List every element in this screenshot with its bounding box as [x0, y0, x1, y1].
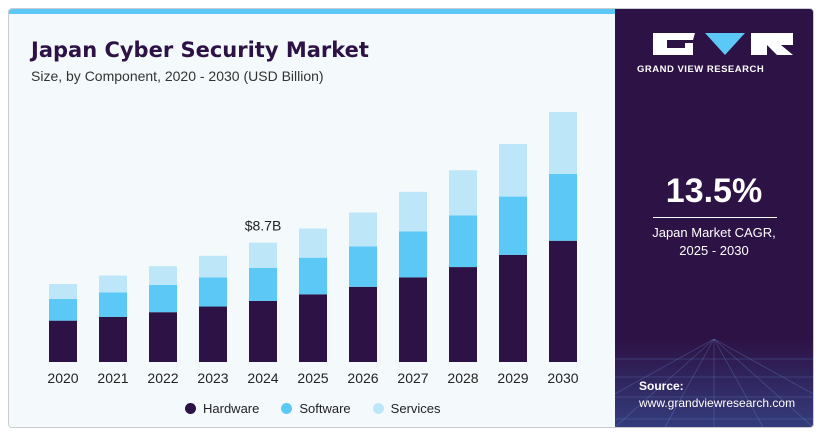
legend-item-services: Services [372, 401, 441, 416]
legend-label-hardware: Hardware [203, 401, 260, 416]
x-tick-label-2023: 2023 [197, 370, 228, 386]
bar-hardware-2024 [249, 300, 277, 362]
bar-hardware-2023 [199, 306, 227, 362]
bar-software-2030 [549, 174, 577, 241]
cagr-panel: GRAND VIEW RESEARCH 13.5% Japan Market C… [615, 9, 813, 427]
source-url[interactable]: www.grandviewresearch.com [639, 396, 796, 410]
bar-hardware-2028 [449, 267, 477, 362]
source-label: Source: [639, 379, 684, 393]
bar-services-2022 [149, 266, 177, 285]
chart-title: Japan Cyber Security Market [31, 38, 369, 62]
chart-subtitle: Size, by Component, 2020 - 2030 (USD Bil… [31, 68, 324, 84]
legend-label-services: Services [390, 401, 441, 416]
grand-view-research-logo-icon [653, 33, 793, 55]
bar-hardware-2021 [99, 316, 127, 362]
brand-name: GRAND VIEW RESEARCH [637, 64, 765, 75]
x-tick-label-2024: 2024 [247, 370, 278, 386]
x-tick-label-2029: 2029 [497, 370, 528, 386]
legend-item-hardware: Hardware [185, 401, 259, 416]
bar-services-2030 [549, 111, 577, 174]
legend-label-software: Software [299, 401, 351, 416]
bar-software-2024 [249, 268, 277, 301]
cagr-divider [653, 217, 777, 218]
accent-bar [9, 9, 615, 14]
bar-software-2028 [449, 215, 477, 268]
bar-software-2027 [399, 231, 427, 278]
x-tick-label-2025: 2025 [297, 370, 328, 386]
stacked-bar-chart: 2020 2021 2022 2023 $8.7B 2024 2025 2026 2027 202… [47, 111, 579, 386]
legend-swatch-software [281, 403, 293, 414]
legend-swatch-hardware [185, 403, 196, 414]
bar-software-2022 [149, 284, 177, 313]
chart-legend: Hardware Software Services [185, 401, 441, 416]
bar-hardware-2030 [549, 240, 577, 362]
bar-software-2021 [99, 292, 127, 317]
cagr-label-line1: Japan Market CAGR, [652, 225, 776, 240]
bar-services-2020 [49, 283, 77, 300]
infographic-frame: Japan Cyber Security Market Size, by Com… [8, 8, 814, 428]
x-tick-label-2026: 2026 [347, 370, 378, 386]
cagr-label-line2: 2025 - 2030 [679, 243, 749, 258]
bar-software-2029 [499, 196, 527, 255]
x-tick-label-2021: 2021 [97, 370, 128, 386]
bar-software-2025 [299, 257, 327, 295]
x-tick-label-2022: 2022 [147, 370, 178, 386]
bar-software-2026 [349, 246, 377, 287]
bar-hardware-2026 [349, 286, 377, 362]
x-tick-label-2028: 2028 [447, 370, 478, 386]
bar-hardware-2020 [49, 320, 77, 362]
bar-services-2024 [249, 242, 277, 268]
bar-services-2025 [299, 228, 327, 258]
bar-services-2021 [99, 275, 127, 293]
data-label-2024: $8.7B [245, 218, 282, 234]
bar-hardware-2025 [299, 294, 327, 362]
x-tick-label-2030: 2030 [547, 370, 578, 386]
legend-swatch-services [372, 403, 384, 414]
bar-software-2023 [199, 277, 227, 307]
chart-panel: Japan Cyber Security Market Size, by Com… [9, 14, 615, 427]
bar-services-2027 [399, 191, 427, 232]
cagr-label: Japan Market CAGR, 2025 - 2030 [615, 224, 813, 260]
bar-services-2026 [349, 212, 377, 247]
bar-hardware-2027 [399, 277, 427, 362]
decorative-grid [615, 339, 813, 427]
bar-hardware-2022 [149, 312, 177, 362]
bar-software-2020 [49, 299, 77, 321]
bar-hardware-2029 [499, 254, 527, 362]
bar-services-2023 [199, 255, 227, 278]
cagr-value: 13.5% [665, 172, 763, 210]
bar-services-2029 [499, 143, 527, 197]
x-tick-label-2020: 2020 [47, 370, 78, 386]
legend-item-software: Software [281, 401, 351, 416]
x-tick-label-2027: 2027 [397, 370, 428, 386]
bar-services-2028 [449, 170, 477, 216]
